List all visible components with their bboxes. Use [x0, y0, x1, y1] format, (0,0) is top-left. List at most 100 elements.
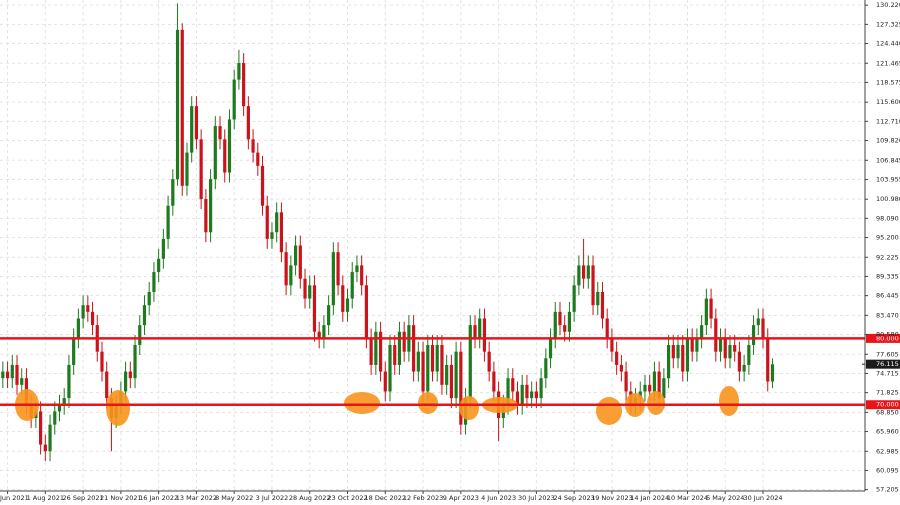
candle-body	[15, 364, 19, 385]
candle-body	[652, 371, 657, 392]
candle-body	[218, 126, 222, 140]
y-tick-label: 65.960	[876, 428, 899, 436]
candle-body	[440, 345, 444, 385]
candle-body	[298, 245, 302, 279]
candle-body	[643, 384, 647, 392]
highlight	[647, 391, 665, 415]
candle-body	[426, 345, 430, 392]
candle-body	[723, 338, 727, 359]
x-tick-label: 21 Nov 2021	[100, 494, 142, 502]
candle-body	[605, 318, 609, 339]
candle-body	[213, 126, 217, 180]
candle-body	[279, 212, 284, 253]
candle-body	[624, 371, 628, 392]
candle-body	[695, 338, 699, 352]
candle-body	[567, 311, 572, 332]
candle-body	[619, 364, 623, 372]
candle-body	[336, 252, 340, 286]
candle-body	[704, 298, 708, 326]
x-tick-label: 24 Sep 2023	[554, 494, 595, 502]
candle-body	[681, 345, 685, 372]
candle-body	[393, 345, 397, 365]
candle-body	[572, 285, 576, 312]
candle-body	[766, 338, 770, 382]
candle-body	[227, 119, 232, 173]
y-tick-label: 71.825	[876, 389, 899, 397]
y-tick-label: 89.335	[876, 272, 899, 280]
x-tick-label: 26 Sep 2021	[62, 494, 103, 502]
candle-body	[520, 384, 524, 405]
x-tick-label: 18 Dec 2022	[365, 494, 407, 502]
candle-body	[374, 331, 378, 365]
last-price-label: 76.115	[876, 360, 899, 368]
candle-body	[185, 152, 189, 186]
y-tick-label: 74.715	[876, 369, 899, 377]
candle-body	[751, 325, 756, 346]
candle-body	[600, 291, 605, 319]
x-tick-label: 16 Jan 2022	[139, 494, 178, 502]
candle-body	[194, 106, 199, 140]
candle-body	[138, 325, 142, 346]
y-tick-label: 83.470	[876, 311, 899, 319]
highlight	[596, 397, 622, 425]
candle-body	[62, 398, 66, 405]
y-tick-label: 109.820	[876, 137, 900, 145]
candle-body	[671, 345, 675, 359]
candle-body	[308, 285, 312, 299]
candle-body	[615, 351, 619, 365]
level-label-bg	[866, 333, 900, 343]
x-tick-label: 13 Mar 2022	[176, 494, 217, 502]
candle-body	[369, 338, 373, 365]
x-tick-label: 30 Jun 2024	[743, 494, 782, 502]
candle-body	[657, 371, 661, 399]
x-tick-label: 1 Aug 2021	[27, 494, 65, 502]
y-tick-label: 68.850	[876, 408, 899, 416]
highlight	[418, 392, 438, 414]
candle-body	[511, 378, 515, 392]
level-label: 70.000	[876, 401, 899, 409]
candle-body	[558, 311, 562, 326]
candle-body	[378, 331, 383, 372]
candle-body	[48, 424, 52, 452]
candle-body	[265, 205, 269, 239]
candle-body	[747, 345, 751, 365]
x-tick-label: 8 May 2022	[215, 494, 253, 502]
candle-body	[364, 285, 368, 339]
candle-body	[10, 364, 14, 379]
candle-body	[317, 331, 321, 339]
candle-body	[402, 331, 406, 352]
y-tick-label: 60.095	[876, 466, 899, 474]
y-tick-label: 62.985	[876, 447, 899, 455]
candle-body	[397, 331, 402, 365]
candle-body	[586, 265, 590, 279]
candle-body	[487, 351, 491, 372]
candle-body	[175, 29, 180, 180]
candle-body	[690, 338, 694, 352]
support-highlights	[15, 386, 739, 426]
candle-body	[662, 378, 666, 399]
candle-body	[676, 345, 680, 359]
candle-body	[416, 351, 420, 372]
candle-body	[270, 232, 274, 239]
candle-body	[553, 311, 557, 339]
candle-body	[5, 371, 10, 379]
candle-body	[577, 265, 581, 286]
y-tick-label: 86.445	[876, 292, 899, 300]
candle-body	[86, 305, 90, 312]
candle-body	[666, 345, 671, 379]
candle-body	[412, 325, 416, 372]
x-tick-label: 23 Oct 2022	[327, 494, 367, 502]
candle-body	[322, 325, 326, 339]
candle-body	[525, 384, 529, 399]
y-tick-label: 130.220	[876, 1, 900, 9]
candle-body	[742, 364, 746, 372]
candles	[1, 3, 775, 462]
x-tick-label: 12 Feb 2023	[403, 494, 443, 502]
x-tick-label: Jun 2021	[0, 494, 29, 502]
x-tick-label: 3 Jul 2022	[256, 494, 289, 502]
candle-body	[468, 325, 472, 399]
candle-body	[733, 345, 737, 352]
candle-body	[563, 325, 567, 332]
candle-body	[596, 291, 600, 306]
highlight	[719, 386, 739, 416]
